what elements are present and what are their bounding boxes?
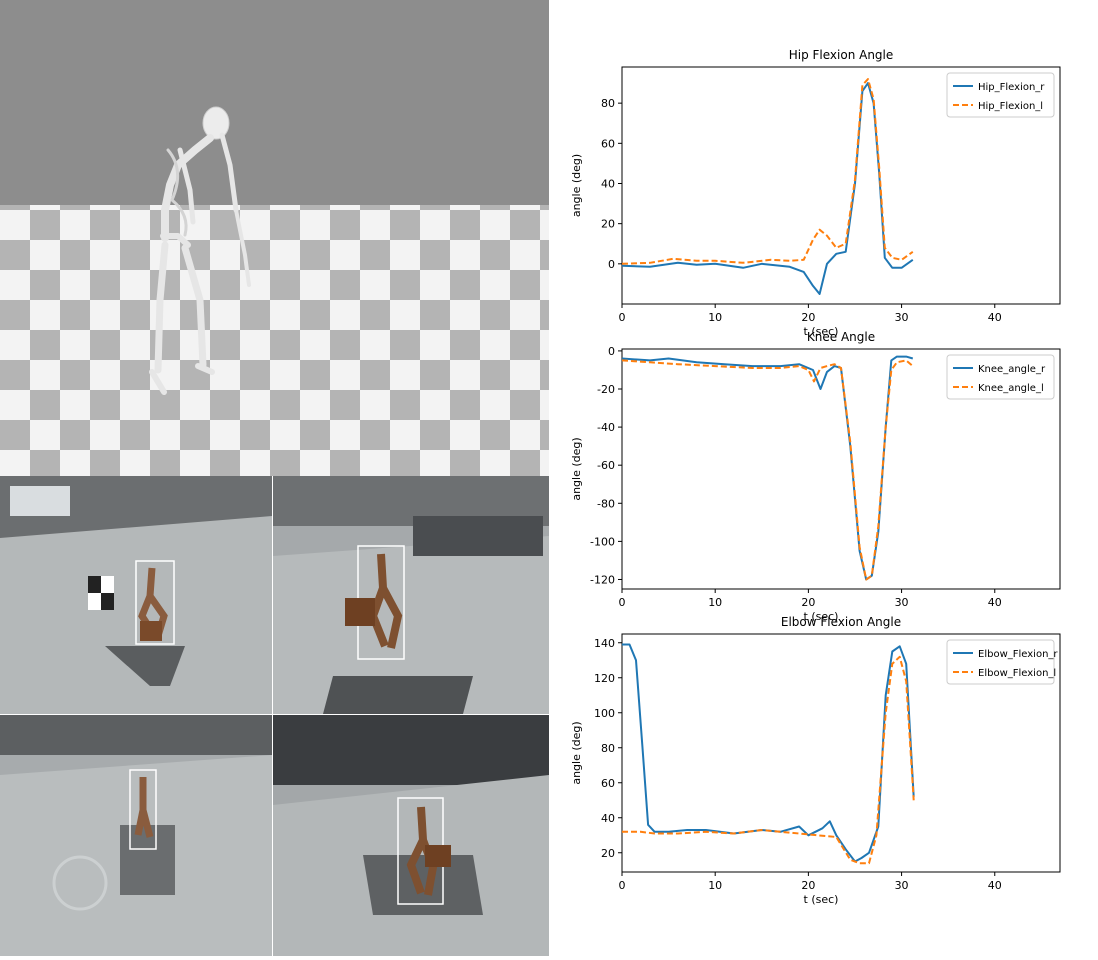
- y-tick-label: 20: [601, 847, 615, 860]
- y-tick-label: -100: [590, 535, 615, 548]
- legend-box: [946, 72, 1055, 118]
- x-tick-label: 30: [895, 311, 909, 324]
- x-tick-label: 0: [619, 596, 626, 609]
- chart-title: Elbow Flexion Angle: [781, 615, 901, 629]
- x-tick-label: 0: [619, 311, 626, 324]
- y-tick-label: 140: [594, 637, 615, 650]
- legend-label: Hip_Flexion_l: [978, 101, 1043, 112]
- y-tick-label: -120: [590, 573, 615, 586]
- angle-charts-panel: Hip Flexion Angle 0 10 20 30 40 0 20 40 60 80 t (se…: [549, 0, 1098, 956]
- legend: Elbow_Flexion_r Elbow_Flexion_l: [946, 639, 1058, 685]
- legend-box: [946, 354, 1055, 400]
- legend-label: Hip_Flexion_r: [978, 82, 1045, 93]
- y-tick-label: -60: [597, 459, 615, 472]
- person-bounding-box: [135, 560, 175, 645]
- x-tick-label: 40: [988, 596, 1002, 609]
- x-axis-label: t (sec): [804, 325, 839, 338]
- skeleton-figure: [149, 106, 251, 395]
- x-axis-label: t (sec): [804, 610, 839, 623]
- x-tick-label: 30: [895, 596, 909, 609]
- series-line-Knee_angle_l: [621, 359, 914, 581]
- y-axis-label: angle (deg): [570, 721, 583, 784]
- y-tick-label: 80: [601, 742, 615, 755]
- y-axis-label: angle (deg): [570, 437, 583, 500]
- legend-label: Elbow_Flexion_l: [978, 668, 1056, 679]
- x-tick-label: 0: [619, 879, 626, 892]
- x-tick-label: 30: [895, 879, 909, 892]
- y-tick-label: 100: [594, 707, 615, 720]
- y-tick-label: 0: [608, 345, 615, 358]
- x-tick-label: 40: [988, 879, 1002, 892]
- y-tick-label: 120: [594, 672, 615, 685]
- x-tick-label: 20: [801, 311, 815, 324]
- chart-title: Hip Flexion Angle: [789, 48, 894, 62]
- x-axis-label: t (sec): [804, 893, 839, 906]
- y-tick-label: 0: [608, 258, 615, 271]
- simulation-viewport: [0, 0, 549, 476]
- series-line-Elbow_Flexion_r: [622, 643, 915, 863]
- x-tick-label: 20: [801, 879, 815, 892]
- camera-view-3: [0, 715, 272, 956]
- legend-label: Elbow_Flexion_r: [978, 649, 1058, 660]
- camera-grid: [0, 476, 549, 956]
- series-line-Hip_Flexion_l: [621, 78, 914, 265]
- legend-box: [946, 639, 1055, 685]
- x-tick-label: 10: [708, 596, 722, 609]
- y-tick-label: 60: [601, 137, 615, 150]
- camera-view-4: [273, 715, 549, 956]
- camera-view-2: [273, 476, 549, 714]
- legend-label: Knee_angle_r: [978, 364, 1046, 375]
- series-line-Knee_angle_r: [621, 355, 914, 581]
- x-tick-label: 10: [708, 311, 722, 324]
- legend: Knee_angle_r Knee_angle_l: [946, 354, 1055, 400]
- chart-1: Hip Flexion Angle 0 10 20 30 40 0 20 40 60 80 t (se…: [570, 48, 1061, 338]
- x-tick-label: 20: [801, 596, 815, 609]
- series-line-Elbow_Flexion_l: [622, 655, 915, 865]
- y-tick-label: 20: [601, 218, 615, 231]
- camera-view-1: [0, 476, 272, 714]
- y-tick-label: 40: [601, 177, 615, 190]
- y-tick-label: 80: [601, 97, 615, 110]
- y-tick-label: -80: [597, 497, 615, 510]
- chart-3: Elbow Flexion Angle 0 10 20 30 40 20 40 60 80 100 1…: [570, 615, 1061, 906]
- y-tick-label: 40: [601, 812, 615, 825]
- y-tick-label: -20: [597, 383, 615, 396]
- y-tick-label: 60: [601, 777, 615, 790]
- sky-background: [0, 0, 549, 205]
- checker-floor: [0, 205, 549, 476]
- y-tick-label: -40: [597, 421, 615, 434]
- chart-2: Knee Angle 0 10 20 30 40 0 -20 -40 -60 -80 -100 -120…: [570, 330, 1061, 623]
- legend-label: Knee_angle_l: [978, 383, 1044, 394]
- skeleton-render: [0, 0, 549, 476]
- person-bounding-box: [129, 769, 157, 850]
- legend: Hip_Flexion_r Hip_Flexion_l: [946, 72, 1055, 118]
- y-axis-label: angle (deg): [570, 154, 583, 217]
- x-tick-label: 10: [708, 879, 722, 892]
- x-tick-label: 40: [988, 311, 1002, 324]
- chart-title: Knee Angle: [807, 330, 875, 344]
